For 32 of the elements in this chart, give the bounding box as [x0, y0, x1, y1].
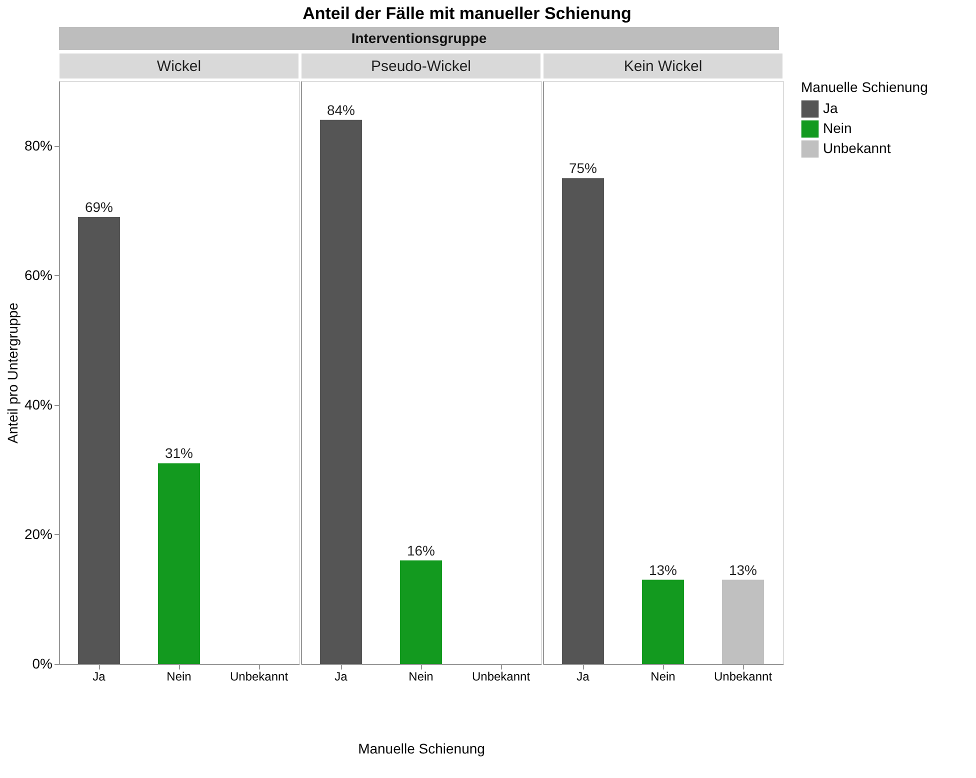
- text: Anteil der Fälle mit manueller Schienung: [302, 4, 632, 23]
- x-tick-label: Unbekannt: [714, 670, 773, 684]
- x-tick-label: Nein: [650, 670, 676, 684]
- y-axis-title: Anteil pro Untergruppe: [4, 302, 20, 444]
- x-tick-label: Unbekannt: [230, 670, 289, 684]
- chart-title: Pseudo-Wickel: [370, 58, 472, 75]
- y-tick-label: 80%: [24, 137, 52, 154]
- text: Interventionsgruppe: [351, 30, 487, 46]
- legend-label: Nein: [823, 120, 852, 136]
- legend-title: Manuelle Schienung: [801, 79, 928, 95]
- y-tick-label: 60%: [24, 266, 52, 283]
- data-label: 31%: [164, 445, 194, 462]
- chart-title: Wickel: [156, 58, 202, 75]
- legend-label: Ja: [823, 100, 838, 116]
- x-tick-label: Ja: [334, 670, 348, 684]
- y-tick-label: 40%: [24, 396, 52, 412]
- data-label: 75%: [568, 160, 598, 176]
- x-axis-title: Manuelle Schienung: [358, 740, 485, 756]
- chart-title: Kein Wickel: [624, 58, 702, 75]
- legend-label: Unbekannt: [823, 140, 891, 156]
- y-tick-label: 20%: [24, 526, 52, 542]
- data-label: 13%: [728, 562, 758, 578]
- data-label: 84%: [326, 102, 356, 118]
- x-tick-label: Ja: [576, 670, 590, 684]
- x-tick-label: Ja: [92, 670, 106, 684]
- y-tick-label: 0%: [32, 656, 52, 672]
- data-label: 16%: [406, 542, 436, 558]
- x-tick-label: Nein: [166, 670, 192, 684]
- x-tick-label: Unbekannt: [472, 670, 531, 684]
- x-tick-label: Nein: [408, 670, 434, 684]
- data-label: 13%: [648, 562, 678, 578]
- data-label: 69%: [84, 199, 114, 216]
